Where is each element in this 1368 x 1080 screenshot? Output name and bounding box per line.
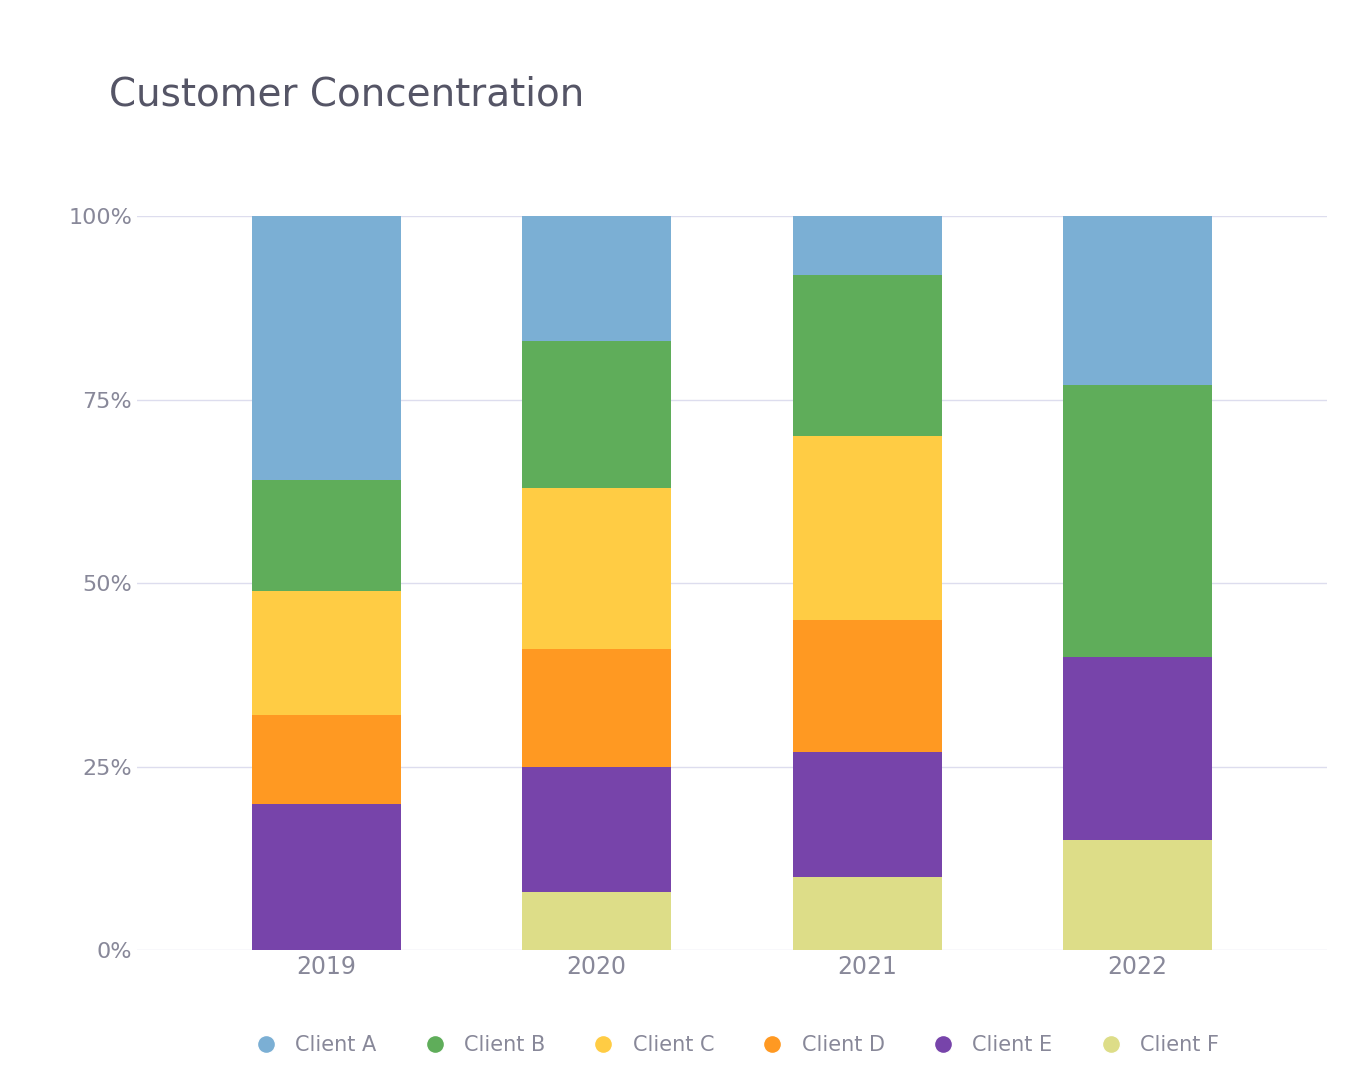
Bar: [523, 488, 672, 649]
Bar: [252, 216, 401, 481]
Bar: [1063, 657, 1212, 840]
Text: Customer Concentration: Customer Concentration: [109, 76, 584, 113]
Bar: [1063, 384, 1212, 657]
Bar: [523, 767, 672, 892]
Bar: [792, 274, 941, 436]
Bar: [792, 620, 941, 752]
Bar: [792, 436, 941, 620]
Legend: Client A, Client B, Client C, Client D, Client E, Client F: Client A, Client B, Client C, Client D, …: [237, 1027, 1227, 1064]
Bar: [792, 216, 941, 274]
Bar: [252, 804, 401, 950]
Bar: [523, 892, 672, 950]
Bar: [523, 649, 672, 767]
Bar: [792, 752, 941, 877]
Bar: [792, 877, 941, 950]
Bar: [523, 216, 672, 341]
Bar: [1063, 216, 1212, 384]
Bar: [252, 481, 401, 591]
Bar: [252, 715, 401, 804]
Bar: [1063, 840, 1212, 950]
Bar: [523, 341, 672, 488]
Bar: [252, 591, 401, 715]
